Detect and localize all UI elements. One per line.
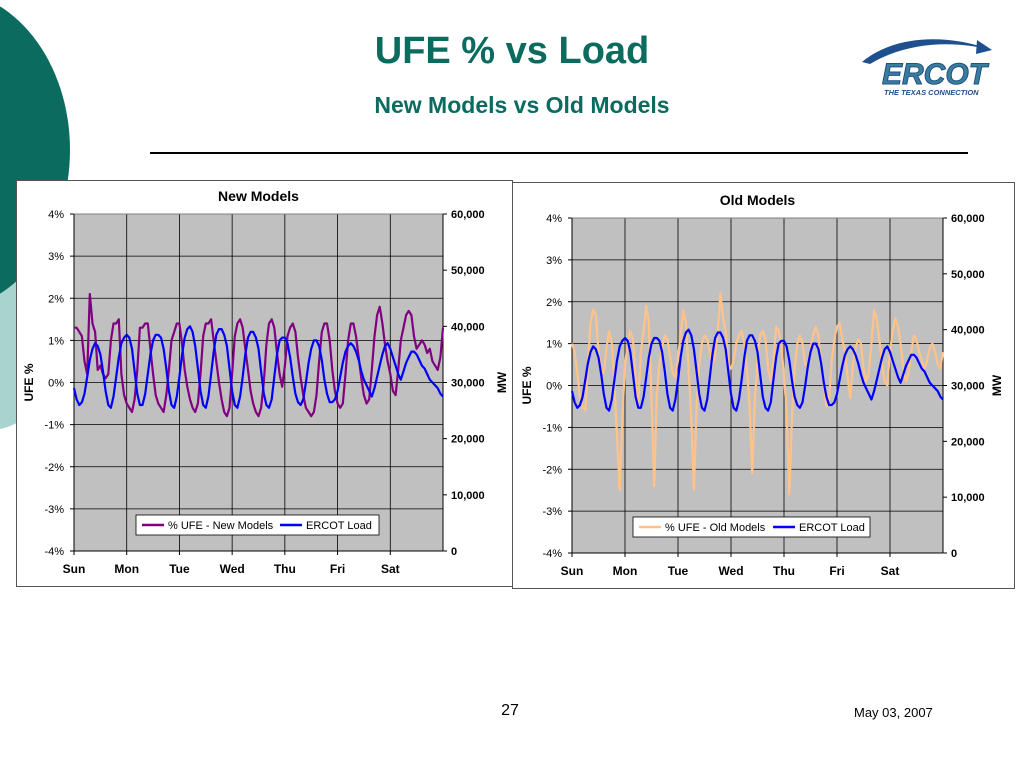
y2-tick-label: 10,000 — [451, 490, 485, 502]
legend-label: % UFE - New Models — [168, 520, 274, 532]
y2-tick-label: 60,000 — [451, 209, 485, 221]
x-tick-label: Tue — [169, 562, 190, 576]
y2-tick-label: 50,000 — [451, 265, 485, 277]
y-tick-label: 3% — [546, 255, 562, 267]
y-axis-label: UFE % — [520, 366, 534, 404]
page-number: 27 — [501, 702, 519, 719]
x-tick-label: Sat — [881, 564, 900, 578]
y2-tick-label: 40,000 — [951, 325, 985, 337]
legend-label: % UFE - Old Models — [665, 522, 766, 534]
y-tick-label: 1% — [546, 339, 562, 351]
slide-subtitle: New Models vs Old Models — [374, 92, 670, 118]
y-tick-label: -1% — [44, 420, 64, 432]
slide-date: May 03, 2007 — [854, 705, 933, 720]
legend-box — [135, 514, 380, 536]
chart-legend: % UFE - New Models ERCOT Load — [135, 514, 380, 536]
y2-axis-label: MW — [990, 374, 1004, 396]
y-tick-label: -2% — [542, 464, 562, 476]
y-tick-label: 3% — [48, 251, 64, 263]
old-models-chart-svg: 4% 3% 2% 1% 0% -1% -2% -3% -4% 60,000 50,000 40,000… — [520, 192, 1004, 578]
y-tick-label: 0% — [48, 378, 64, 390]
x-tick-label: Wed — [718, 564, 743, 578]
y-tick-label: -2% — [44, 462, 64, 474]
y2-tick-label: 0 — [451, 546, 457, 558]
y2-tick-label: 30,000 — [451, 378, 485, 390]
logo-wordmark: ERCOT — [882, 58, 990, 91]
y2-tick-label: 40,000 — [451, 321, 485, 333]
legend-box — [632, 516, 871, 538]
y-tick-label: -3% — [542, 506, 562, 518]
y2-tick-label: 20,000 — [951, 436, 985, 448]
chart-legend: % UFE - Old Models ERCOT Load — [632, 516, 871, 538]
x-tick-label: Tue — [668, 564, 689, 578]
legend-label: ERCOT Load — [799, 522, 865, 534]
x-tick-label: Mon — [613, 564, 638, 578]
ercot-load-line — [72, 325, 444, 409]
y2-tick-label: 20,000 — [451, 434, 485, 446]
y2-tick-label: 0 — [951, 548, 957, 560]
y-tick-label: 4% — [48, 209, 64, 221]
y2-axis-label: MW — [495, 371, 509, 393]
legend-label: ERCOT Load — [306, 520, 372, 532]
x-tick-label: Fri — [330, 562, 345, 576]
logo-tagline: THE TEXAS CONNECTION — [884, 88, 979, 97]
ercot-logo: ERCOT THE TEXAS CONNECTION — [862, 39, 992, 97]
chart-title: Old Models — [720, 192, 796, 208]
y-tick-label: 2% — [546, 297, 562, 309]
x-tick-label: Fri — [829, 564, 844, 578]
x-tick-label: Wed — [220, 562, 245, 576]
y2-tick-label: 60,000 — [951, 213, 985, 225]
y-tick-label: 2% — [48, 293, 64, 305]
new-models-chart-svg: 4% 3% 2% 1% 0% -1% -2% -3% -4% 60,000 50,000 40,000… — [22, 188, 509, 576]
logo-swoosh-icon — [862, 39, 992, 64]
x-tick-label: Sun — [561, 564, 584, 578]
chart-title: New Models — [218, 188, 299, 204]
slide-title: UFE % vs Load — [374, 30, 650, 72]
y-tick-label: 0% — [546, 381, 562, 393]
x-tick-label: Sat — [381, 562, 400, 576]
logo-arrow-icon — [976, 40, 992, 54]
old-models-chart: 4% 3% 2% 1% 0% -1% -2% -3% -4% 60,000 50,000 40,000… — [512, 182, 1015, 589]
ercot-load-line — [570, 328, 944, 412]
title-divider — [150, 152, 968, 154]
x-tick-label: Mon — [114, 562, 139, 576]
ufe-series-line — [74, 292, 445, 418]
y-axis-label: UFE % — [22, 363, 36, 401]
y-tick-label: 1% — [48, 335, 64, 347]
y2-tick-label: 10,000 — [951, 492, 985, 504]
new-models-chart: 4% 3% 2% 1% 0% -1% -2% -3% -4% 60,000 50,000 40,000… — [16, 180, 513, 587]
y2-tick-label: 30,000 — [951, 381, 985, 393]
y-tick-label: -3% — [44, 504, 64, 516]
x-tick-label: Thu — [773, 564, 795, 578]
x-tick-label: Thu — [274, 562, 296, 576]
y-tick-label: -4% — [542, 548, 562, 560]
y-tick-label: -1% — [542, 422, 562, 434]
y-tick-label: 4% — [546, 213, 562, 225]
y2-tick-label: 50,000 — [951, 269, 985, 281]
x-tick-label: Sun — [63, 562, 86, 576]
y-tick-label: -4% — [44, 546, 64, 558]
